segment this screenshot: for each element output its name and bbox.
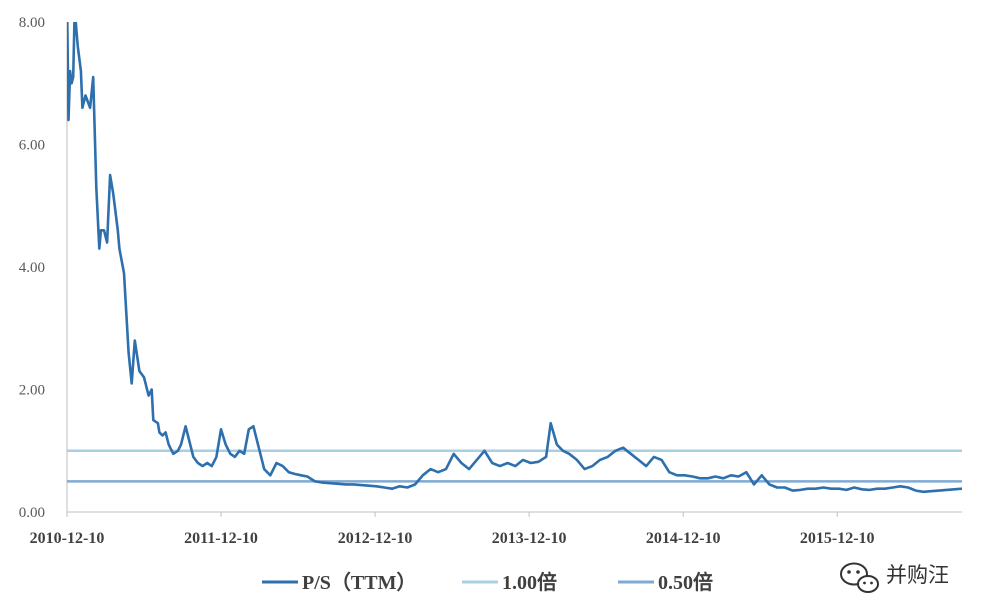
- plot-area: [66, 22, 962, 513]
- y-tick-label: 0.00: [19, 505, 45, 521]
- x-tick-label: 2014-12-10: [646, 530, 721, 547]
- wechat-icon: [840, 562, 879, 593]
- y-tick-label: 8.00: [19, 15, 45, 31]
- y-tick-label: 6.00: [19, 138, 45, 154]
- x-tick-label: 2010-12-10: [30, 530, 105, 547]
- watermark-text: 并购汪: [886, 563, 949, 587]
- legend-label: 0.50倍: [658, 570, 713, 594]
- legend-label: P/S（TTM）: [302, 571, 416, 594]
- y-tick-label: 2.00: [19, 383, 45, 399]
- y-tick-label: 4.00: [19, 260, 45, 276]
- x-tick-label: 2015-12-10: [800, 530, 875, 547]
- x-axis-ticks: 2010-12-10 2011-12-10 2012-12-10 2013-12-10…: [30, 512, 875, 547]
- x-tick-label: 2012-12-10: [338, 530, 413, 547]
- series-line-ps-ttm: [67, 22, 962, 494]
- x-tick-label: 2011-12-10: [184, 530, 258, 547]
- legend-label: 1.00倍: [502, 570, 557, 594]
- watermark: 并购汪: [840, 562, 949, 593]
- legend: P/S（TTM） 1.00倍 0.50倍: [262, 570, 713, 594]
- x-tick-label: 2013-12-10: [492, 530, 567, 547]
- y-axis-ticks: 0.00 2.00 4.00 6.00 8.00: [19, 15, 45, 521]
